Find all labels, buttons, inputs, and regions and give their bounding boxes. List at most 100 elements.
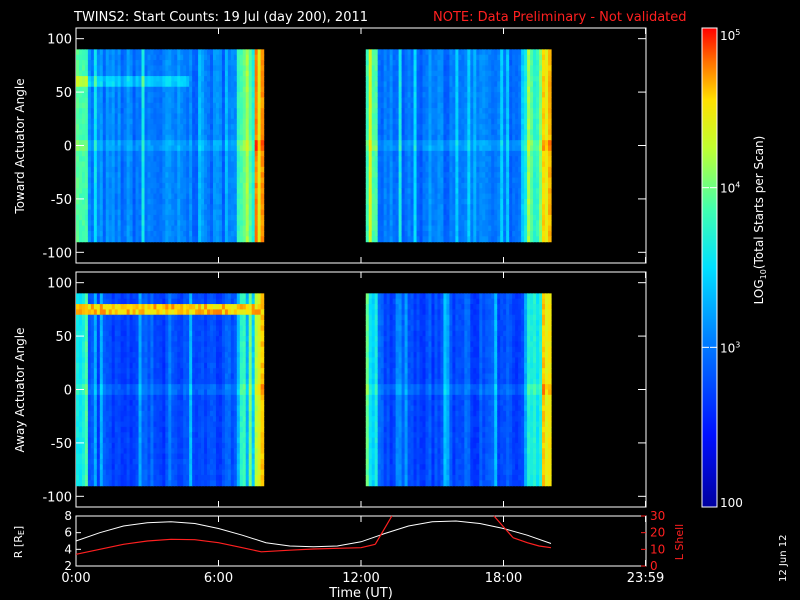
heatmap-cell xyxy=(245,108,250,115)
heatmap-cell xyxy=(99,188,104,195)
heatmap-cell xyxy=(81,416,86,423)
heatmap-cell xyxy=(464,97,468,104)
heatmap-cell xyxy=(96,86,101,93)
heatmap-cell xyxy=(201,49,205,56)
heatmap-cell xyxy=(479,161,483,168)
heatmap-cell xyxy=(213,225,217,232)
heatmap-cell xyxy=(488,150,492,157)
heatmap-cell xyxy=(386,236,391,243)
heatmap-cell xyxy=(431,129,436,136)
heatmap-cell xyxy=(213,236,217,243)
heatmap-cell xyxy=(96,314,101,321)
heatmap-cell xyxy=(99,416,104,423)
heatmap-cell xyxy=(215,236,220,243)
heatmap-cell xyxy=(102,325,107,332)
heatmap-cell xyxy=(198,156,202,163)
heatmap-cell xyxy=(218,65,223,72)
heatmap-cell xyxy=(147,220,152,227)
heatmap-cell xyxy=(452,97,456,104)
heatmap-cell xyxy=(509,70,513,77)
heatmap-cell xyxy=(108,293,113,300)
heatmap-cell xyxy=(374,236,379,243)
heatmap-cell xyxy=(257,193,262,200)
heatmap-cell xyxy=(84,150,89,157)
heatmap-cell xyxy=(123,209,128,216)
heatmap-cell xyxy=(248,188,253,195)
heatmap-cell xyxy=(437,60,442,66)
heatmap-cell xyxy=(545,76,549,83)
heatmap-cell xyxy=(431,70,436,77)
heatmap-cell xyxy=(482,166,486,173)
heatmap-cell xyxy=(105,204,110,211)
heatmap-cell xyxy=(81,469,86,476)
heatmap-cell xyxy=(392,60,397,66)
heatmap-cell xyxy=(171,236,175,243)
heatmap-cell xyxy=(108,325,113,332)
heatmap-cell xyxy=(213,177,217,184)
heatmap-cell xyxy=(488,70,492,77)
heatmap-cell xyxy=(401,54,406,61)
heatmap-cell xyxy=(512,193,516,200)
heatmap-cell xyxy=(153,220,158,227)
heatmap-cell xyxy=(440,54,445,61)
heatmap-cell xyxy=(410,225,415,232)
heatmap-cell xyxy=(102,86,107,93)
heatmap-cell xyxy=(446,230,451,237)
heatmap-cell xyxy=(380,161,385,168)
heatmap-cell xyxy=(93,49,98,56)
heatmap-cell xyxy=(141,118,146,125)
heatmap-cell xyxy=(207,204,211,211)
heatmap-cell xyxy=(108,230,113,237)
heatmap-cell xyxy=(102,320,107,327)
heatmap-cell xyxy=(144,86,149,93)
heatmap-cell xyxy=(479,81,483,88)
heatmap-cell xyxy=(186,76,190,83)
heatmap-cell xyxy=(260,172,265,179)
heatmap-cell xyxy=(183,236,187,243)
heatmap-cell xyxy=(93,352,98,359)
heatmap-cell xyxy=(437,166,442,173)
heatmap-cell xyxy=(251,92,256,99)
heatmap-cell xyxy=(165,97,169,104)
heatmap-cell xyxy=(186,230,190,237)
heatmap-cell xyxy=(189,156,193,163)
heatmap-cell xyxy=(515,204,519,211)
heatmap-cell xyxy=(180,70,184,77)
heatmap-cell xyxy=(401,209,406,216)
heatmap-cell xyxy=(485,182,489,189)
heatmap-cell xyxy=(168,86,172,93)
heatmap-cell xyxy=(464,156,468,163)
heatmap-cell xyxy=(422,92,427,99)
heatmap-cell xyxy=(99,368,104,375)
heatmap-cell xyxy=(189,92,193,99)
heatmap-cell xyxy=(371,214,376,221)
heatmap-cell xyxy=(99,70,104,77)
heatmap-cell xyxy=(189,182,193,189)
heatmap-cell xyxy=(78,304,83,310)
heatmap-cell xyxy=(404,236,409,243)
heatmap-cell xyxy=(386,97,391,104)
heatmap-cell xyxy=(449,214,453,221)
heatmap-cell xyxy=(410,230,415,237)
heatmap-cell xyxy=(165,150,169,157)
heatmap-cell xyxy=(138,230,143,237)
heatmap-cell xyxy=(380,198,385,205)
heatmap-cell xyxy=(521,220,525,227)
heatmap-cell xyxy=(467,54,471,61)
heatmap-cell xyxy=(204,102,208,109)
heatmap-cell xyxy=(515,108,519,115)
heatmap-cell xyxy=(446,118,451,125)
y-tick-label: -50 xyxy=(51,193,72,208)
heatmap-cell xyxy=(473,188,477,195)
heatmap-cell xyxy=(410,220,415,227)
heatmap-cell xyxy=(506,230,510,237)
heatmap-cell xyxy=(78,209,83,216)
heatmap-cell xyxy=(87,204,92,211)
heatmap-cell xyxy=(233,150,238,157)
heatmap-cell xyxy=(126,198,131,205)
heatmap-cell xyxy=(159,177,163,184)
heatmap-cell xyxy=(470,193,474,200)
heatmap-cell xyxy=(491,204,495,211)
heatmap-cell xyxy=(497,204,501,211)
heatmap-cell xyxy=(503,86,507,93)
